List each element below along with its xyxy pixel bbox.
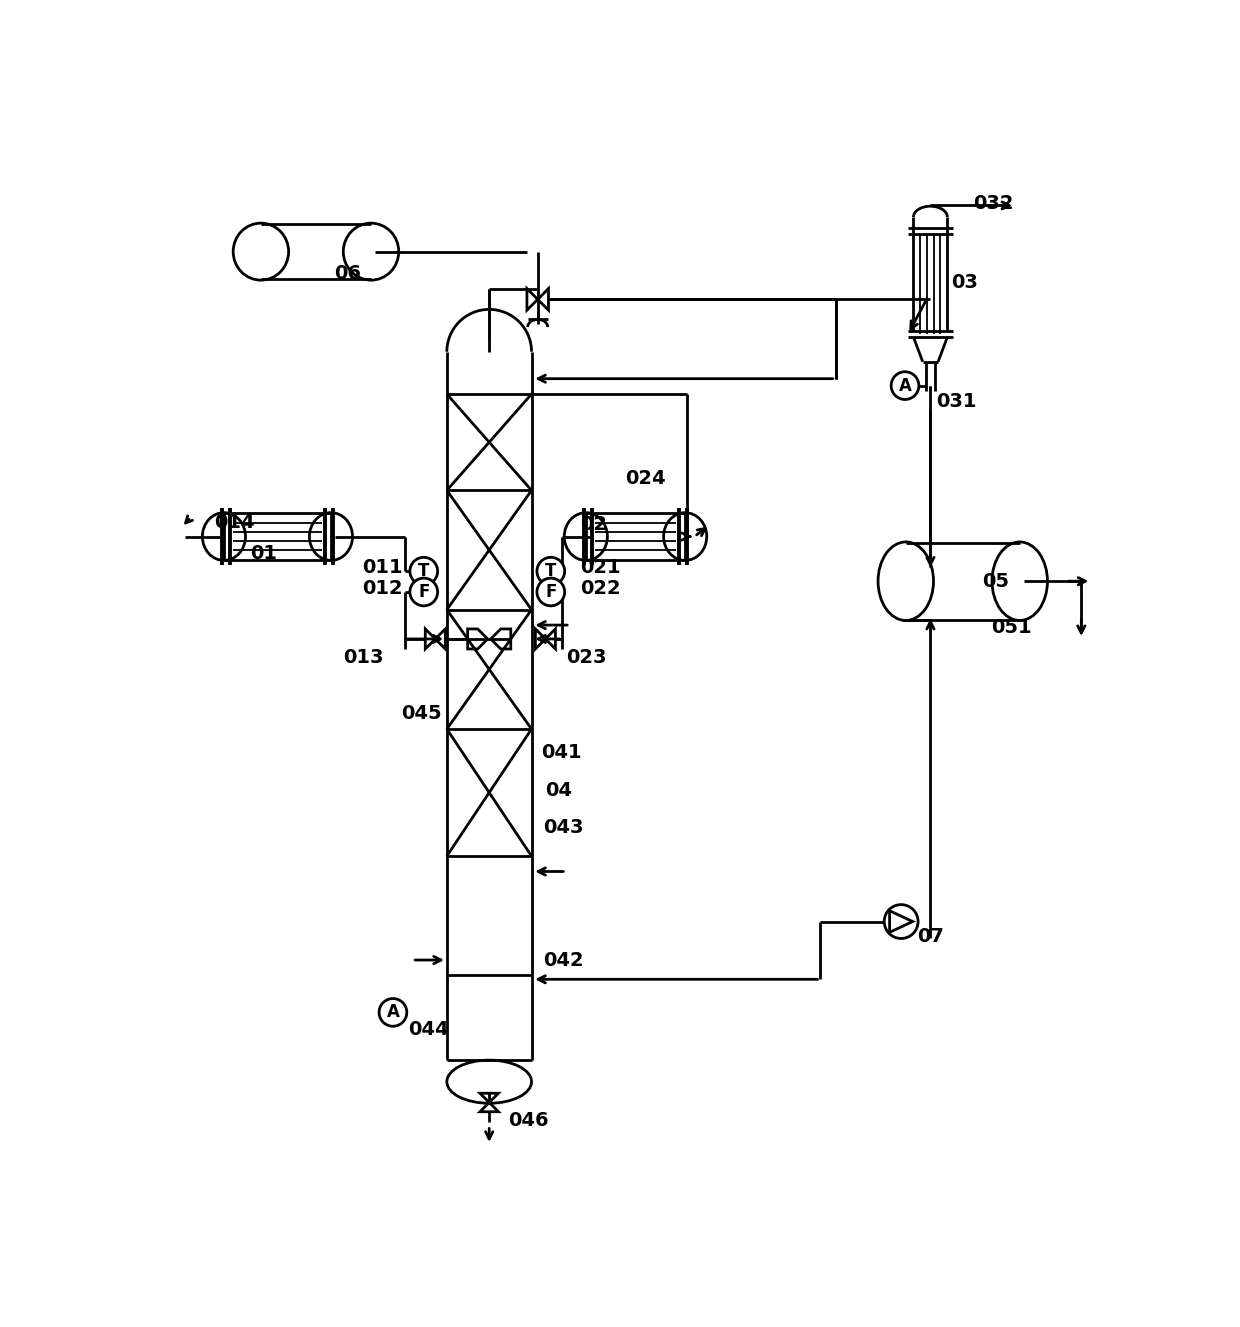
Text: 04: 04	[544, 782, 572, 800]
Text: 051: 051	[991, 618, 1032, 637]
Circle shape	[410, 557, 438, 585]
Text: 07: 07	[918, 928, 944, 946]
Text: 023: 023	[567, 648, 606, 667]
Text: F: F	[546, 583, 557, 601]
Text: T: T	[418, 563, 429, 580]
Circle shape	[537, 557, 564, 585]
Circle shape	[884, 905, 918, 938]
Text: 014: 014	[215, 514, 255, 532]
Text: 022: 022	[580, 579, 621, 597]
Text: A: A	[899, 377, 911, 394]
Text: 011: 011	[362, 557, 403, 577]
Text: A: A	[387, 1003, 399, 1022]
Text: 045: 045	[401, 705, 441, 723]
Circle shape	[537, 579, 564, 606]
Text: 013: 013	[343, 648, 383, 667]
Text: 044: 044	[408, 1020, 449, 1039]
Text: 031: 031	[936, 393, 976, 411]
Text: F: F	[418, 583, 429, 601]
Text: 03: 03	[951, 273, 978, 292]
Text: T: T	[546, 563, 557, 580]
Text: 046: 046	[508, 1111, 549, 1129]
Text: 032: 032	[972, 194, 1013, 214]
Text: 012: 012	[362, 579, 403, 597]
Text: 024: 024	[625, 470, 666, 488]
Text: 042: 042	[543, 950, 584, 970]
Circle shape	[379, 998, 407, 1026]
Text: 02: 02	[580, 515, 608, 535]
Text: 041: 041	[542, 743, 583, 762]
Text: 05: 05	[982, 572, 1009, 591]
Text: 01: 01	[250, 544, 278, 563]
Text: 021: 021	[580, 557, 621, 577]
Circle shape	[892, 372, 919, 399]
Text: 043: 043	[543, 819, 584, 837]
Circle shape	[410, 579, 438, 606]
Text: 06: 06	[334, 264, 361, 283]
